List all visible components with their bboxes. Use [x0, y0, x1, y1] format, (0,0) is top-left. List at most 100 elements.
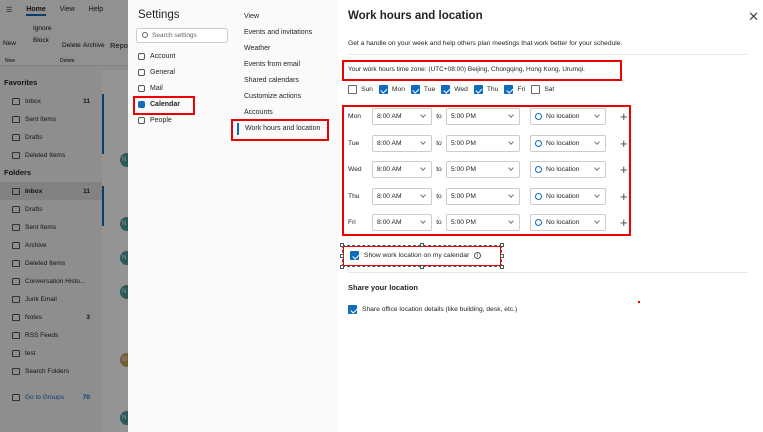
nav-people[interactable]: People — [138, 117, 172, 124]
tab-help[interactable]: Help — [88, 6, 104, 13]
subnav-item[interactable]: Weather — [244, 45, 271, 52]
end-time-dropdown[interactable]: 5:00 PM — [446, 108, 520, 125]
share-office-checkbox[interactable]: Share office location details (like buil… — [348, 305, 517, 314]
resize-handle[interactable] — [500, 265, 504, 269]
favorites-header[interactable]: Favorites — [4, 78, 38, 87]
report-button[interactable]: Repo — [110, 41, 128, 50]
end-time-dropdown[interactable]: 5:00 PM — [446, 187, 520, 205]
location-dropdown[interactable]: No location — [530, 134, 606, 152]
close-icon[interactable]: ✕ — [748, 9, 759, 24]
checkbox[interactable] — [504, 85, 514, 94]
folder-item[interactable]: Deleted Items — [0, 146, 102, 164]
folder-item[interactable]: Drafts — [0, 200, 102, 218]
tab-home[interactable]: Home — [26, 6, 46, 16]
checkbox[interactable] — [348, 85, 357, 94]
red-dot — [638, 301, 640, 303]
day-label: Fri — [517, 86, 526, 93]
resize-handle[interactable] — [340, 254, 344, 258]
add-icon[interactable]: + — [620, 215, 628, 230]
nav-account[interactable]: Account — [138, 53, 175, 60]
subnav-item[interactable]: Shared calendars — [244, 77, 299, 84]
nav-mail[interactable]: Mail — [138, 85, 163, 92]
archive-button[interactable]: Archive — [83, 42, 105, 49]
start-time-dropdown[interactable]: 8:00 AM — [372, 161, 432, 178]
add-icon[interactable]: + — [620, 109, 628, 124]
share-location-heading: Share your location — [348, 283, 419, 292]
resize-handle[interactable] — [340, 265, 344, 269]
start-time-dropdown[interactable]: 8:00 AM — [372, 108, 432, 125]
folder-item[interactable]: Deleted Items — [0, 254, 102, 272]
subnav-item[interactable]: View — [244, 13, 260, 20]
menu-icon[interactable]: ☰ — [6, 7, 13, 14]
checkbox[interactable] — [378, 85, 388, 94]
tab-view[interactable]: View — [59, 6, 75, 13]
folder-item[interactable]: Sent Items — [0, 110, 102, 128]
show-work-location-checkbox[interactable]: Show work location on my calendar i — [350, 251, 482, 260]
day-thu[interactable]: Thu — [473, 85, 498, 94]
end-time-dropdown[interactable]: 5:00 PM — [446, 214, 520, 231]
resize-handle[interactable] — [420, 243, 424, 247]
checkbox[interactable] — [410, 85, 420, 94]
start-time-dropdown[interactable]: 8:00 AM — [372, 134, 432, 152]
nav-general[interactable]: General — [138, 69, 175, 76]
folder-item[interactable]: RSS Feeds — [0, 326, 102, 344]
show-location-label: Show work location on my calendar — [364, 252, 470, 259]
location-dropdown[interactable]: No location — [530, 187, 606, 205]
subnav-item[interactable]: Accounts — [244, 109, 273, 116]
resize-handle[interactable] — [340, 243, 344, 247]
folder-item[interactable]: test — [0, 344, 102, 362]
location-dropdown[interactable]: No location — [530, 214, 606, 231]
people-icon — [138, 117, 145, 124]
info-icon[interactable]: i — [474, 252, 482, 259]
folder-item[interactable]: Junk Email — [0, 290, 102, 308]
resize-handle[interactable] — [420, 265, 424, 269]
folder-icon — [12, 367, 20, 375]
delete-button[interactable]: Delete — [62, 42, 81, 49]
folder-item[interactable]: Drafts — [0, 128, 102, 146]
go-to-groups[interactable]: Go to Groups 70 — [0, 388, 102, 406]
add-icon[interactable]: + — [620, 188, 628, 204]
day-tue[interactable]: Tue — [410, 85, 435, 94]
location-dropdown[interactable]: No location — [530, 161, 606, 178]
start-time-dropdown[interactable]: 8:00 AM — [372, 187, 432, 205]
checkbox[interactable] — [348, 305, 357, 314]
folder-item[interactable]: Notes 3 — [0, 308, 102, 326]
nav-calendar[interactable]: Calendar — [138, 101, 180, 108]
folder-item[interactable]: Search Folders — [0, 362, 102, 380]
checkbox[interactable] — [441, 85, 451, 94]
message-list: N N N N M N — [102, 70, 128, 432]
end-time: 5:00 PM — [451, 192, 476, 200]
block-button[interactable]: Block — [33, 37, 49, 44]
add-icon[interactable]: + — [620, 135, 628, 151]
subnav-item[interactable]: Customize actions — [244, 93, 302, 100]
checkbox[interactable] — [473, 85, 483, 94]
day-fri[interactable]: Fri — [504, 85, 525, 94]
folder-item[interactable]: Archive — [0, 236, 102, 254]
modal-overlay[interactable] — [0, 0, 128, 432]
new-button[interactable]: New — [3, 40, 17, 47]
location-dropdown[interactable]: No location — [530, 108, 606, 125]
day-wed[interactable]: Wed — [441, 85, 468, 94]
resize-handle[interactable] — [500, 254, 504, 258]
end-time-dropdown[interactable]: 5:00 PM — [446, 134, 520, 152]
subnav-item[interactable]: Events and invitations — [244, 29, 313, 36]
checkbox[interactable] — [350, 251, 359, 260]
day-sat[interactable]: Sat — [531, 85, 554, 94]
subnav-item[interactable]: Events from email — [244, 61, 301, 68]
resize-handle[interactable] — [500, 243, 504, 247]
start-time-dropdown[interactable]: 8:00 AM — [372, 214, 432, 231]
folder-item[interactable]: Conversation Histo... — [0, 272, 102, 290]
day-sun[interactable]: Sun — [348, 85, 373, 94]
search-settings-input[interactable]: Search settings — [136, 28, 228, 43]
folder-item[interactable]: Sent Items — [0, 218, 102, 236]
settings-title: Settings — [138, 9, 180, 21]
subnav-item[interactable]: Work hours and location — [245, 125, 321, 132]
checkbox[interactable] — [531, 85, 541, 94]
end-time-dropdown[interactable]: 5:00 PM — [446, 161, 520, 178]
ignore-button[interactable]: Ignore — [33, 25, 52, 32]
day-mon[interactable]: Mon — [378, 85, 405, 94]
folders-header[interactable]: Folders — [4, 168, 32, 177]
add-icon[interactable]: + — [620, 162, 628, 177]
folder-item[interactable]: Inbox 11 — [0, 92, 102, 110]
folder-item[interactable]: Inbox 11 — [0, 182, 102, 200]
